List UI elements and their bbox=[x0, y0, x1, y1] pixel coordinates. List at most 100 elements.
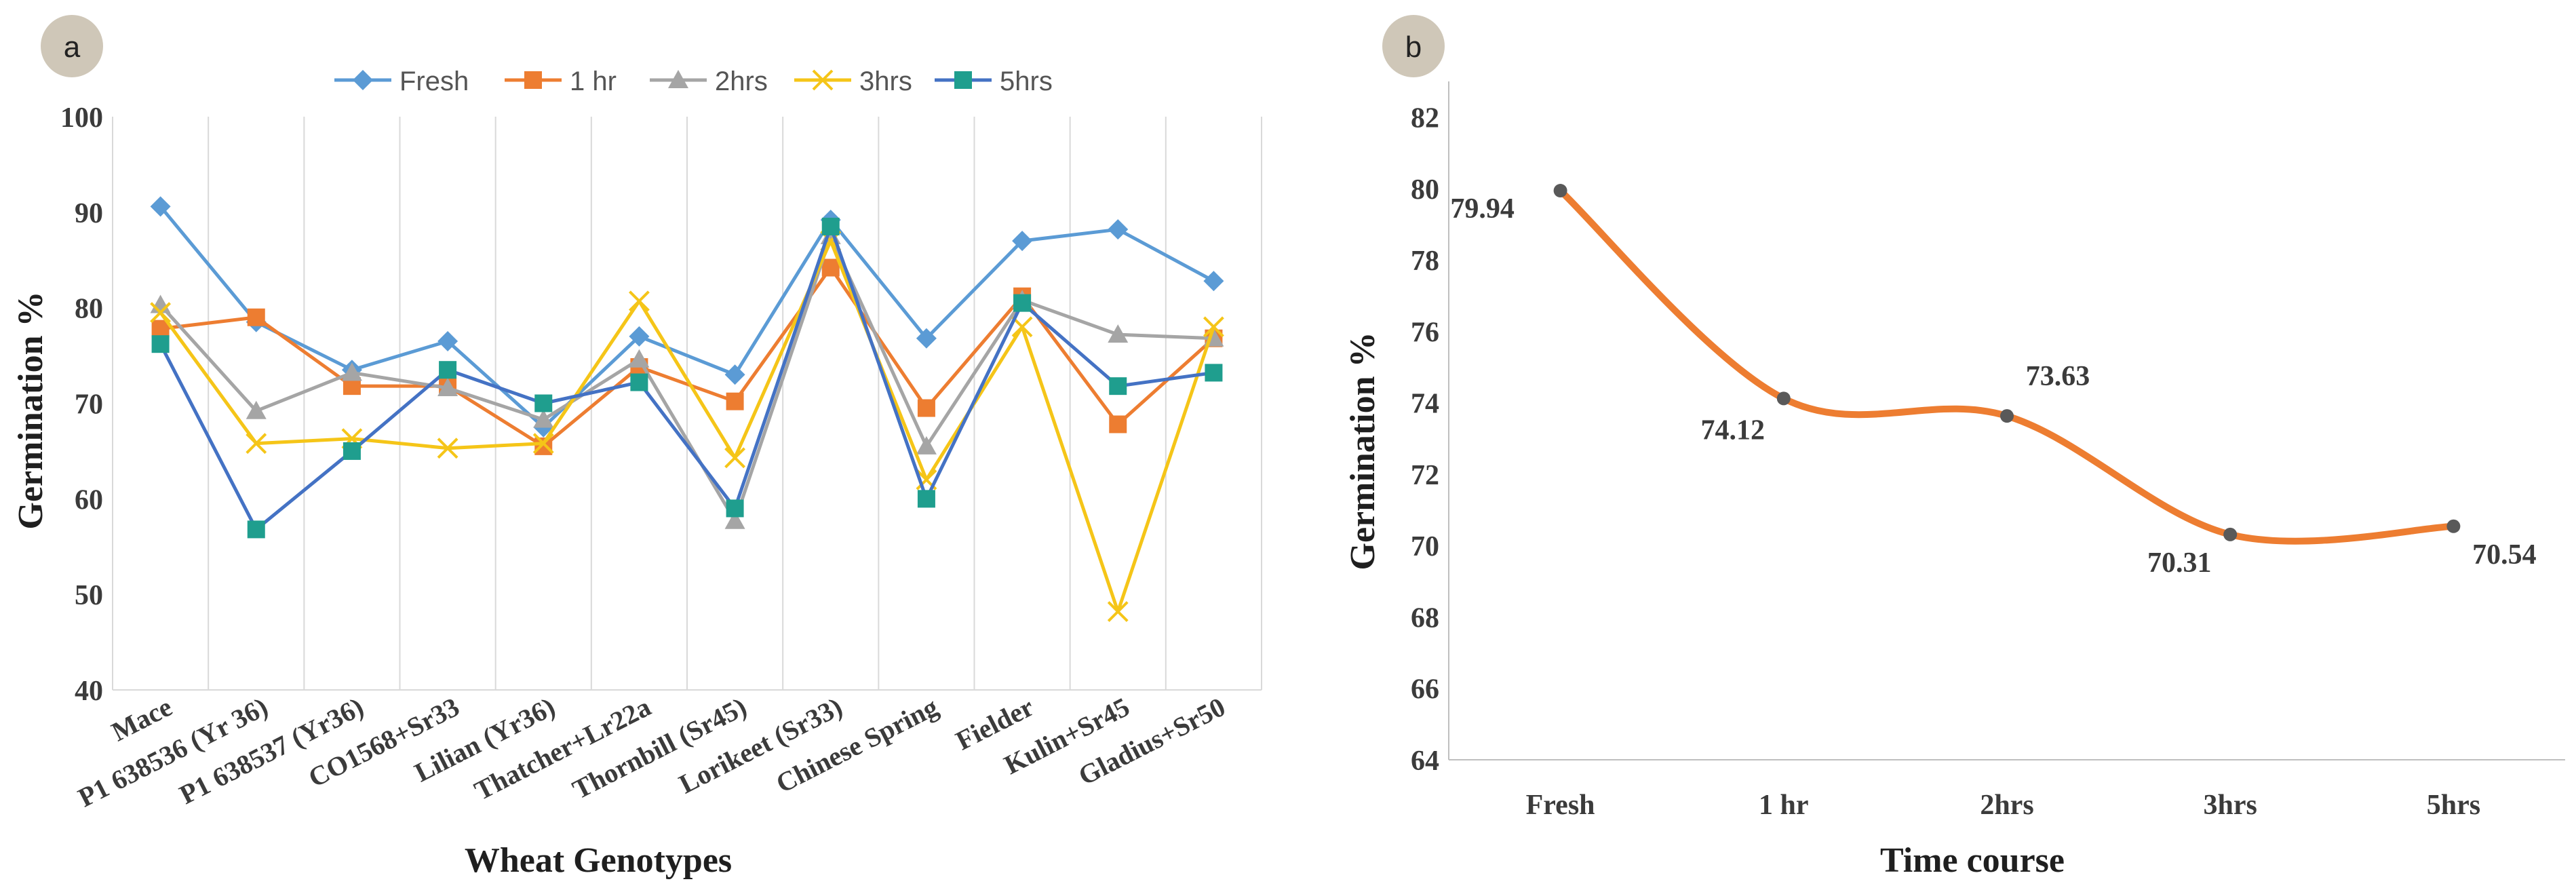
panel-b-y-ticks: 64 66 68 70 72 74 76 78 80 82 bbox=[1411, 103, 1439, 777]
panel-a-legend-marker bbox=[668, 70, 688, 88]
panel-b-badge bbox=[1382, 15, 1445, 77]
panel-a-point-5hrs bbox=[630, 373, 648, 391]
panel-a-y-tick-label: 70 bbox=[75, 389, 103, 421]
panel-a-line-5hrs bbox=[159, 225, 1214, 531]
panel-a-point-5hrs bbox=[1205, 364, 1223, 382]
panel-a-point-5hrs bbox=[151, 335, 170, 353]
panel-a-x-axis-title: Wheat Genotypes bbox=[465, 841, 732, 880]
panel-a-y-tick-label: 80 bbox=[75, 294, 103, 325]
panel-a-y-tick-label: 60 bbox=[75, 484, 103, 516]
panel-a-legend-label: Fresh bbox=[399, 66, 469, 96]
panel-b-data-label: 74.12 bbox=[1701, 414, 1765, 446]
panel-a-point-1-hr bbox=[1109, 415, 1127, 433]
panel-a-point-3hrs bbox=[1011, 316, 1033, 338]
panel-a-point-3hrs-stroke-2 bbox=[916, 469, 937, 490]
panel-b-y-axis-title: Germination % bbox=[1344, 332, 1382, 571]
panel-a-point-1-hr bbox=[917, 399, 935, 417]
panel-a-legend-label: 3hrs bbox=[859, 66, 912, 96]
panel-a-point-3hrs-stroke-2 bbox=[1203, 316, 1224, 338]
panel-a-line-3hrs bbox=[159, 239, 1215, 614]
panel-a-legend-marker bbox=[353, 70, 373, 90]
panel-b-y-tick-label: 72 bbox=[1411, 460, 1439, 491]
panel-a-point-3hrs-stroke-2 bbox=[1011, 316, 1033, 338]
panel-a-point-3hrs-stroke-2 bbox=[246, 433, 267, 455]
panel-b-point bbox=[2000, 409, 2014, 423]
panel-a-series-3hrs bbox=[150, 230, 1224, 622]
panel-a-legend-item-fresh: Fresh bbox=[334, 66, 469, 96]
panel-a-point-3hrs-stroke-2 bbox=[150, 302, 171, 324]
panel-a-point-2hrs bbox=[916, 436, 937, 455]
panel-a-axes bbox=[112, 117, 1262, 691]
panel-b-y-tick-label: 74 bbox=[1411, 389, 1439, 420]
panel-a-point-5hrs bbox=[439, 361, 457, 379]
panel-a-point-1-hr bbox=[726, 392, 744, 410]
panel-b-x-ticks: Fresh 1 hr 2hrs 3hrs 5hrs bbox=[1526, 790, 2480, 821]
panel-a-x-tick-label: Lorikeet (Sr33) bbox=[674, 691, 847, 800]
panel-a-legend: Fresh 1 hr 2hrs 3hrs 5hrs bbox=[334, 66, 1053, 96]
panel-a-point-2hrs bbox=[437, 377, 458, 396]
panel-a-point-1-hr bbox=[821, 258, 840, 277]
panel-a-gridlines bbox=[208, 117, 1167, 690]
panel-a-point-5hrs bbox=[726, 499, 744, 518]
panel-b-y-tick-label: 64 bbox=[1411, 746, 1439, 777]
panel-b-y-tick-label: 66 bbox=[1411, 674, 1439, 706]
panel-a-legend-marker bbox=[954, 71, 972, 89]
panel-a-point-fresh bbox=[629, 326, 650, 347]
panel-b-data-label: 70.31 bbox=[2147, 547, 2212, 579]
panel-a-point-3hrs bbox=[1107, 601, 1129, 622]
panel-b-data-label: 70.54 bbox=[2472, 539, 2537, 571]
panel-a-y-tick-label: 40 bbox=[75, 676, 103, 707]
panel-a-point-3hrs-stroke-2 bbox=[1107, 601, 1129, 622]
panel-a-legend-marker-stroke-2 bbox=[812, 69, 834, 91]
panel-a-point-2hrs bbox=[246, 400, 267, 419]
panel-a-y-tick-label: 50 bbox=[75, 580, 103, 611]
panel-a-legend-label: 2hrs bbox=[715, 66, 768, 96]
panel-a-point-fresh bbox=[724, 364, 745, 385]
panel-a-point-3hrs-stroke-2 bbox=[629, 290, 650, 312]
panel-a-point-2hrs bbox=[724, 510, 745, 529]
panel-a-x-tick-label: Chinese Spring bbox=[771, 691, 943, 799]
panel-b-x-tick-label: 5hrs bbox=[2427, 790, 2480, 821]
panel-a-point-5hrs bbox=[534, 394, 553, 412]
panel-b-y-tick-label: 68 bbox=[1411, 602, 1439, 634]
panel-a-point-3hrs-stroke-2 bbox=[437, 438, 458, 459]
panel-b-point bbox=[2223, 527, 2238, 541]
panel-b-data-label: 73.63 bbox=[2026, 361, 2090, 392]
panel-a-series-fresh bbox=[150, 196, 1224, 438]
panel-b-x-tick-label: Fresh bbox=[1526, 790, 1595, 821]
panel-a-point-5hrs bbox=[343, 442, 361, 460]
panel-a-point-2hrs bbox=[533, 409, 554, 428]
panel-b-point bbox=[2446, 519, 2461, 533]
panel-b-data-label: 79.94 bbox=[1450, 193, 1515, 225]
panel-a-legend-marker bbox=[812, 69, 834, 91]
panel-b-y-tick-label: 82 bbox=[1411, 103, 1439, 134]
panel-a-badge bbox=[41, 15, 103, 77]
panel-a-series-5hrs bbox=[151, 217, 1223, 539]
panel-a-point-1-hr bbox=[534, 437, 553, 455]
panel-a-y-tick-label: 100 bbox=[60, 102, 103, 134]
panel-b-y-tick-label: 76 bbox=[1411, 317, 1439, 348]
panel-a-legend-item-5hrs: 5hrs bbox=[935, 66, 1053, 96]
panel-a-point-2hrs bbox=[629, 349, 650, 368]
panel-a-legend-label: 1 hr bbox=[570, 66, 617, 96]
panel-b-point bbox=[1776, 391, 1791, 406]
panel-b-x-tick-label: 1 hr bbox=[1759, 790, 1809, 821]
panel-b-x-axis-title: Time course bbox=[1880, 841, 2065, 880]
panel-a-point-3hrs bbox=[246, 433, 267, 455]
panel-a-point-fresh bbox=[1108, 219, 1129, 240]
panel-a-point-5hrs bbox=[247, 520, 265, 539]
panel-a-legend-marker bbox=[524, 71, 542, 89]
panel-a-point-1-hr bbox=[247, 308, 265, 326]
panel-a-line-2hrs bbox=[159, 234, 1214, 523]
panel-a-point-5hrs bbox=[1013, 294, 1032, 312]
panel-a-point-2hrs bbox=[1108, 324, 1129, 343]
panel-b-x-tick-label: 2hrs bbox=[1980, 790, 2033, 821]
panel-a-point-3hrs bbox=[150, 302, 171, 324]
panel-a-point-3hrs bbox=[724, 447, 745, 469]
panel-b-series bbox=[1553, 184, 2461, 545]
panel-b-badge-label: b bbox=[1405, 31, 1422, 64]
panel-a-point-2hrs bbox=[341, 362, 362, 381]
panel-b-axes bbox=[1448, 81, 2565, 760]
